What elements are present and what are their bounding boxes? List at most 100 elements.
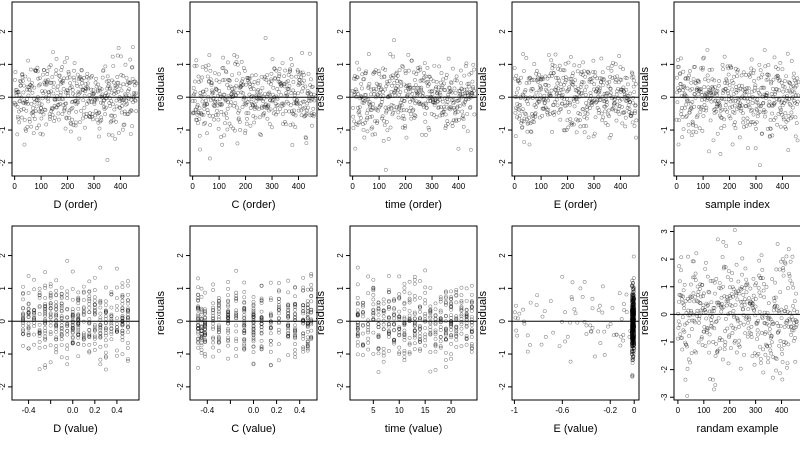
- data-point: [216, 72, 221, 77]
- data-point: [70, 269, 75, 274]
- data-point: [752, 362, 757, 367]
- data-point: [211, 325, 215, 330]
- data-point: [381, 301, 386, 306]
- data-point: [366, 340, 371, 345]
- data-point: [366, 52, 371, 57]
- data-point: [754, 320, 759, 325]
- data-point: [747, 296, 751, 301]
- data-point: [94, 76, 98, 81]
- data-point: [301, 288, 306, 293]
- data-point: [373, 106, 378, 111]
- data-point: [239, 90, 244, 95]
- data-point: [418, 325, 422, 330]
- data-point: [286, 323, 291, 328]
- data-point: [601, 115, 606, 120]
- data-point: [107, 96, 112, 101]
- data-point: [628, 100, 632, 104]
- data-point: [57, 74, 62, 78]
- data-point: [729, 95, 734, 100]
- data-point: [54, 323, 59, 327]
- x-tick-label: -0.2: [603, 406, 617, 415]
- data-point: [69, 84, 74, 89]
- data-point: [259, 347, 264, 351]
- data-point: [361, 310, 365, 315]
- data-point: [767, 134, 772, 139]
- data-point: [710, 325, 715, 330]
- y-tick-label: 0: [660, 312, 669, 317]
- data-point: [631, 308, 636, 313]
- data-point: [412, 274, 417, 279]
- data-point: [686, 308, 691, 313]
- data-point: [789, 332, 794, 337]
- data-point: [203, 315, 207, 320]
- data-point: [727, 285, 732, 290]
- data-point: [115, 80, 120, 85]
- data-point: [557, 63, 562, 68]
- data-point: [300, 51, 305, 55]
- data-point: [312, 112, 316, 116]
- data-point: [449, 315, 453, 320]
- data-point: [775, 122, 780, 127]
- data-point: [43, 78, 48, 83]
- data-point: [761, 370, 766, 375]
- data-point: [244, 82, 248, 87]
- data-point: [700, 343, 705, 348]
- data-point: [402, 323, 407, 328]
- data-point: [594, 86, 599, 91]
- data-point: [725, 295, 729, 299]
- data-point: [450, 90, 454, 95]
- data-point: [618, 77, 623, 82]
- data-point: [520, 92, 525, 97]
- data-point: [624, 76, 629, 81]
- data-point: [741, 322, 746, 327]
- data-point: [723, 107, 728, 112]
- data-point: [630, 302, 635, 307]
- data-point: [47, 112, 52, 117]
- data-point: [268, 326, 273, 331]
- data-point: [371, 293, 376, 297]
- data-point: [199, 337, 204, 342]
- data-point: [632, 324, 637, 329]
- data-point: [765, 127, 770, 131]
- data-point: [197, 79, 201, 84]
- data-point: [21, 284, 25, 289]
- data-point: [690, 100, 695, 104]
- data-point: [564, 103, 569, 108]
- data-point: [784, 340, 788, 345]
- data-point: [772, 101, 777, 105]
- data-point: [199, 340, 204, 345]
- data-point: [31, 106, 35, 110]
- data-point: [717, 285, 722, 290]
- data-point: [376, 108, 381, 113]
- data-point: [243, 101, 248, 105]
- data-point: [370, 132, 375, 137]
- data-point: [301, 303, 306, 307]
- data-point: [271, 98, 276, 102]
- data-point: [440, 113, 445, 118]
- data-point: [81, 343, 86, 347]
- data-point: [595, 98, 600, 103]
- data-point: [727, 335, 731, 339]
- data-point: [43, 329, 48, 333]
- data-point: [431, 100, 436, 105]
- data-point: [585, 107, 590, 112]
- data-point: [625, 96, 630, 100]
- data-point: [630, 306, 635, 310]
- data-point: [48, 292, 53, 297]
- data-point: [614, 332, 619, 337]
- data-point: [469, 323, 474, 328]
- data-point: [77, 136, 82, 141]
- data-point: [613, 96, 618, 101]
- data-point: [397, 92, 401, 97]
- data-point: [631, 305, 636, 310]
- data-point: [244, 102, 249, 107]
- data-point: [23, 101, 28, 106]
- data-point: [74, 109, 79, 114]
- data-point: [99, 118, 104, 123]
- data-point: [115, 329, 119, 334]
- data-point: [458, 68, 463, 73]
- data-point: [794, 121, 799, 126]
- data-point: [698, 87, 702, 92]
- data-point: [367, 81, 372, 86]
- data-point: [134, 109, 138, 114]
